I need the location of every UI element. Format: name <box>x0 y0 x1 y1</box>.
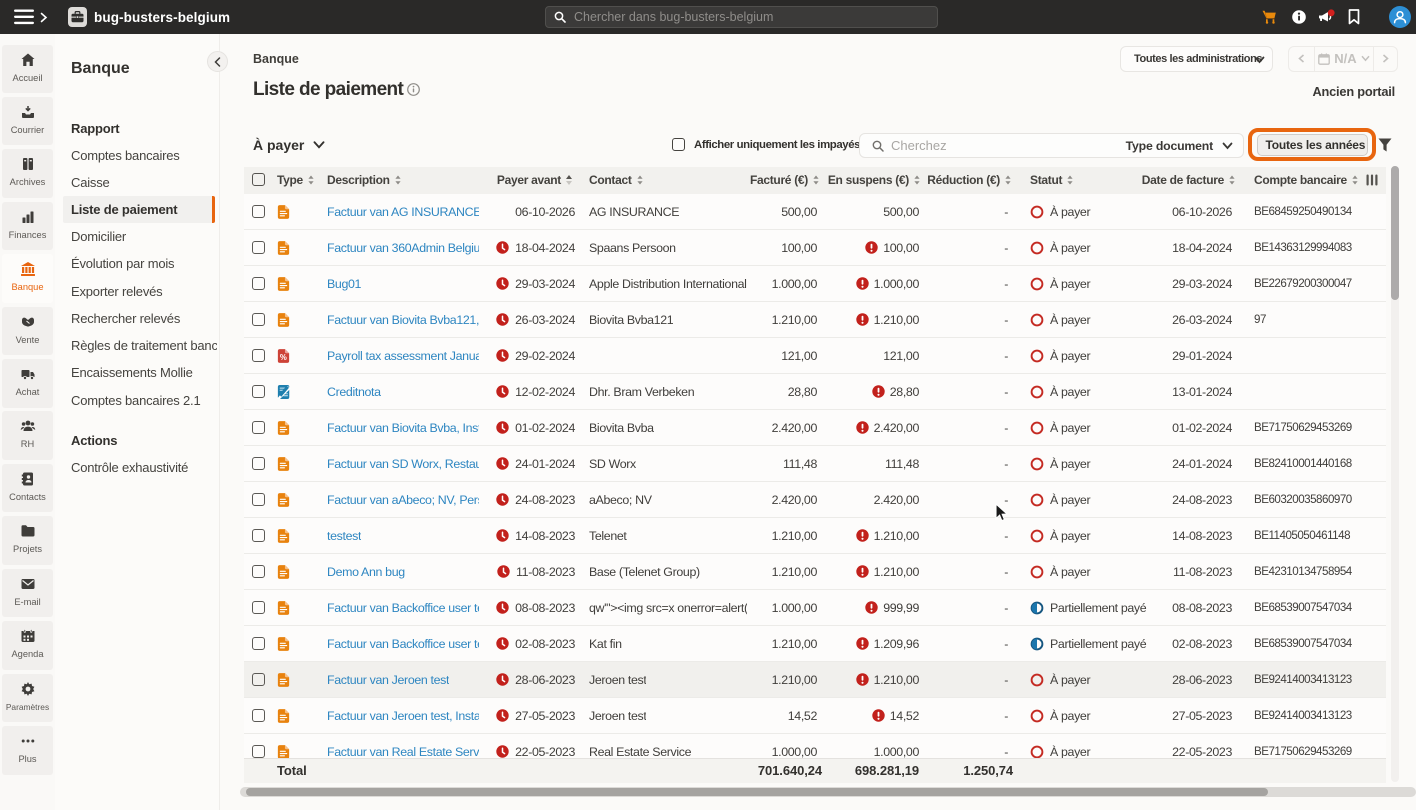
svg-text:%: % <box>280 352 287 361</box>
